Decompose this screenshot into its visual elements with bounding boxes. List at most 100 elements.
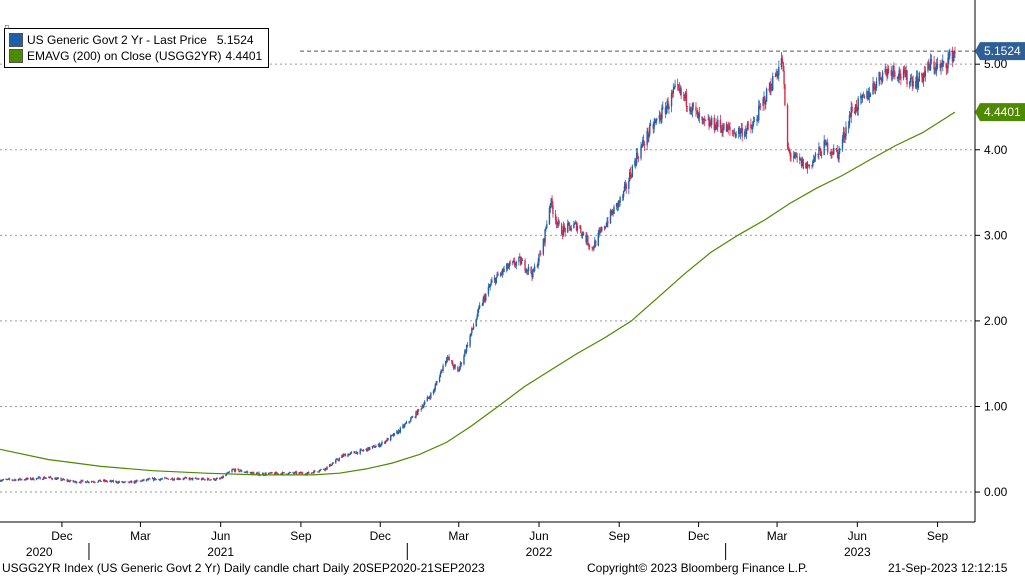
candle-body (208, 479, 211, 481)
candle-body (867, 92, 870, 100)
candle-body (270, 472, 272, 474)
candle-body (17, 479, 20, 481)
candle-body (188, 478, 190, 480)
candles (0, 46, 956, 485)
candle-body (768, 88, 770, 91)
candle-body (196, 478, 198, 480)
candle-body (770, 83, 772, 90)
candle-body (294, 471, 297, 473)
candle-body (392, 434, 395, 436)
candle-body (613, 206, 615, 215)
candle-body (239, 471, 241, 472)
candle-258 (313, 469, 315, 474)
candle-body (707, 119, 709, 121)
candle-body (210, 479, 212, 481)
candle-body (98, 479, 101, 481)
candle-body (423, 404, 425, 408)
candle-body (268, 472, 271, 474)
candle-602 (733, 128, 736, 134)
candle-407 (495, 277, 497, 284)
candle-304 (369, 446, 371, 451)
candle-576 (702, 117, 704, 126)
candle-167 (202, 477, 204, 480)
candle-314 (381, 440, 383, 446)
candle-body (710, 121, 712, 126)
legend-value-price: 5.1524 (216, 33, 254, 47)
candle-503 (612, 209, 614, 217)
candle-693 (844, 133, 846, 144)
candle-body (839, 148, 841, 150)
candle-199 (240, 469, 243, 473)
candle-508 (618, 200, 620, 208)
candle-body (264, 473, 266, 476)
candle-629 (765, 87, 768, 102)
candle-524 (637, 155, 640, 163)
candle-body (160, 478, 163, 480)
candle-759 (924, 66, 927, 82)
candle-body (892, 66, 894, 73)
candle-568 (691, 102, 694, 118)
candle-body (438, 377, 441, 382)
candle-40 (48, 476, 50, 479)
candle-body (476, 316, 478, 320)
candle-body (917, 81, 920, 88)
candle-298 (362, 449, 364, 452)
candle-body (753, 121, 756, 122)
candle-110 (133, 480, 136, 485)
candle-73 (87, 480, 89, 484)
candle-315 (383, 441, 386, 444)
candle-425 (518, 256, 520, 266)
candle-394 (478, 302, 481, 310)
candle-631 (769, 81, 771, 95)
candle-body (745, 129, 748, 135)
candle-589 (717, 115, 719, 132)
candle-728 (887, 64, 889, 79)
candle-body (21, 479, 23, 481)
y-tick-label-5: 5.00 (984, 57, 1008, 71)
candle-body (739, 130, 742, 135)
candle-755 (921, 72, 923, 83)
candle-body (782, 62, 784, 71)
candle-481 (586, 232, 588, 246)
candle-body (818, 147, 820, 155)
candle-body (880, 78, 882, 80)
candle-148 (178, 477, 181, 481)
candle-618 (752, 116, 755, 127)
candle-715 (872, 76, 874, 96)
candle-624 (759, 103, 762, 111)
candle-body (799, 158, 802, 161)
candle-708 (862, 91, 865, 97)
candle-30 (35, 477, 38, 481)
candle-body (140, 480, 142, 482)
candle-310 (377, 443, 380, 447)
candle-body (390, 435, 392, 441)
candle-body (904, 71, 906, 77)
candle-body (194, 478, 197, 479)
candle-body (189, 477, 191, 480)
candle-224 (271, 472, 273, 474)
ema-line (0, 111, 956, 476)
candle-body (652, 124, 654, 129)
candle-583 (710, 119, 712, 126)
candle-body (756, 119, 758, 122)
candle-body (369, 447, 371, 450)
candle-body (68, 480, 70, 482)
candle-body (905, 70, 907, 77)
candle-392 (477, 308, 479, 318)
candle-727 (886, 69, 888, 81)
candle-body (678, 87, 681, 91)
candle-body (439, 372, 442, 378)
candle-283 (343, 453, 346, 456)
candle-body (716, 122, 718, 128)
candle-31 (36, 477, 39, 480)
legend-collapse-icon[interactable]: ▫ (4, 22, 10, 32)
x-tick-label-10: Jun (848, 529, 867, 543)
candle-body (951, 50, 954, 62)
candle-body (722, 129, 724, 133)
candle-body (39, 477, 41, 480)
candle-body (636, 152, 639, 158)
candle-501 (610, 209, 613, 216)
candle-body (149, 478, 151, 480)
candle-body (617, 201, 620, 208)
candle-496 (604, 226, 606, 230)
